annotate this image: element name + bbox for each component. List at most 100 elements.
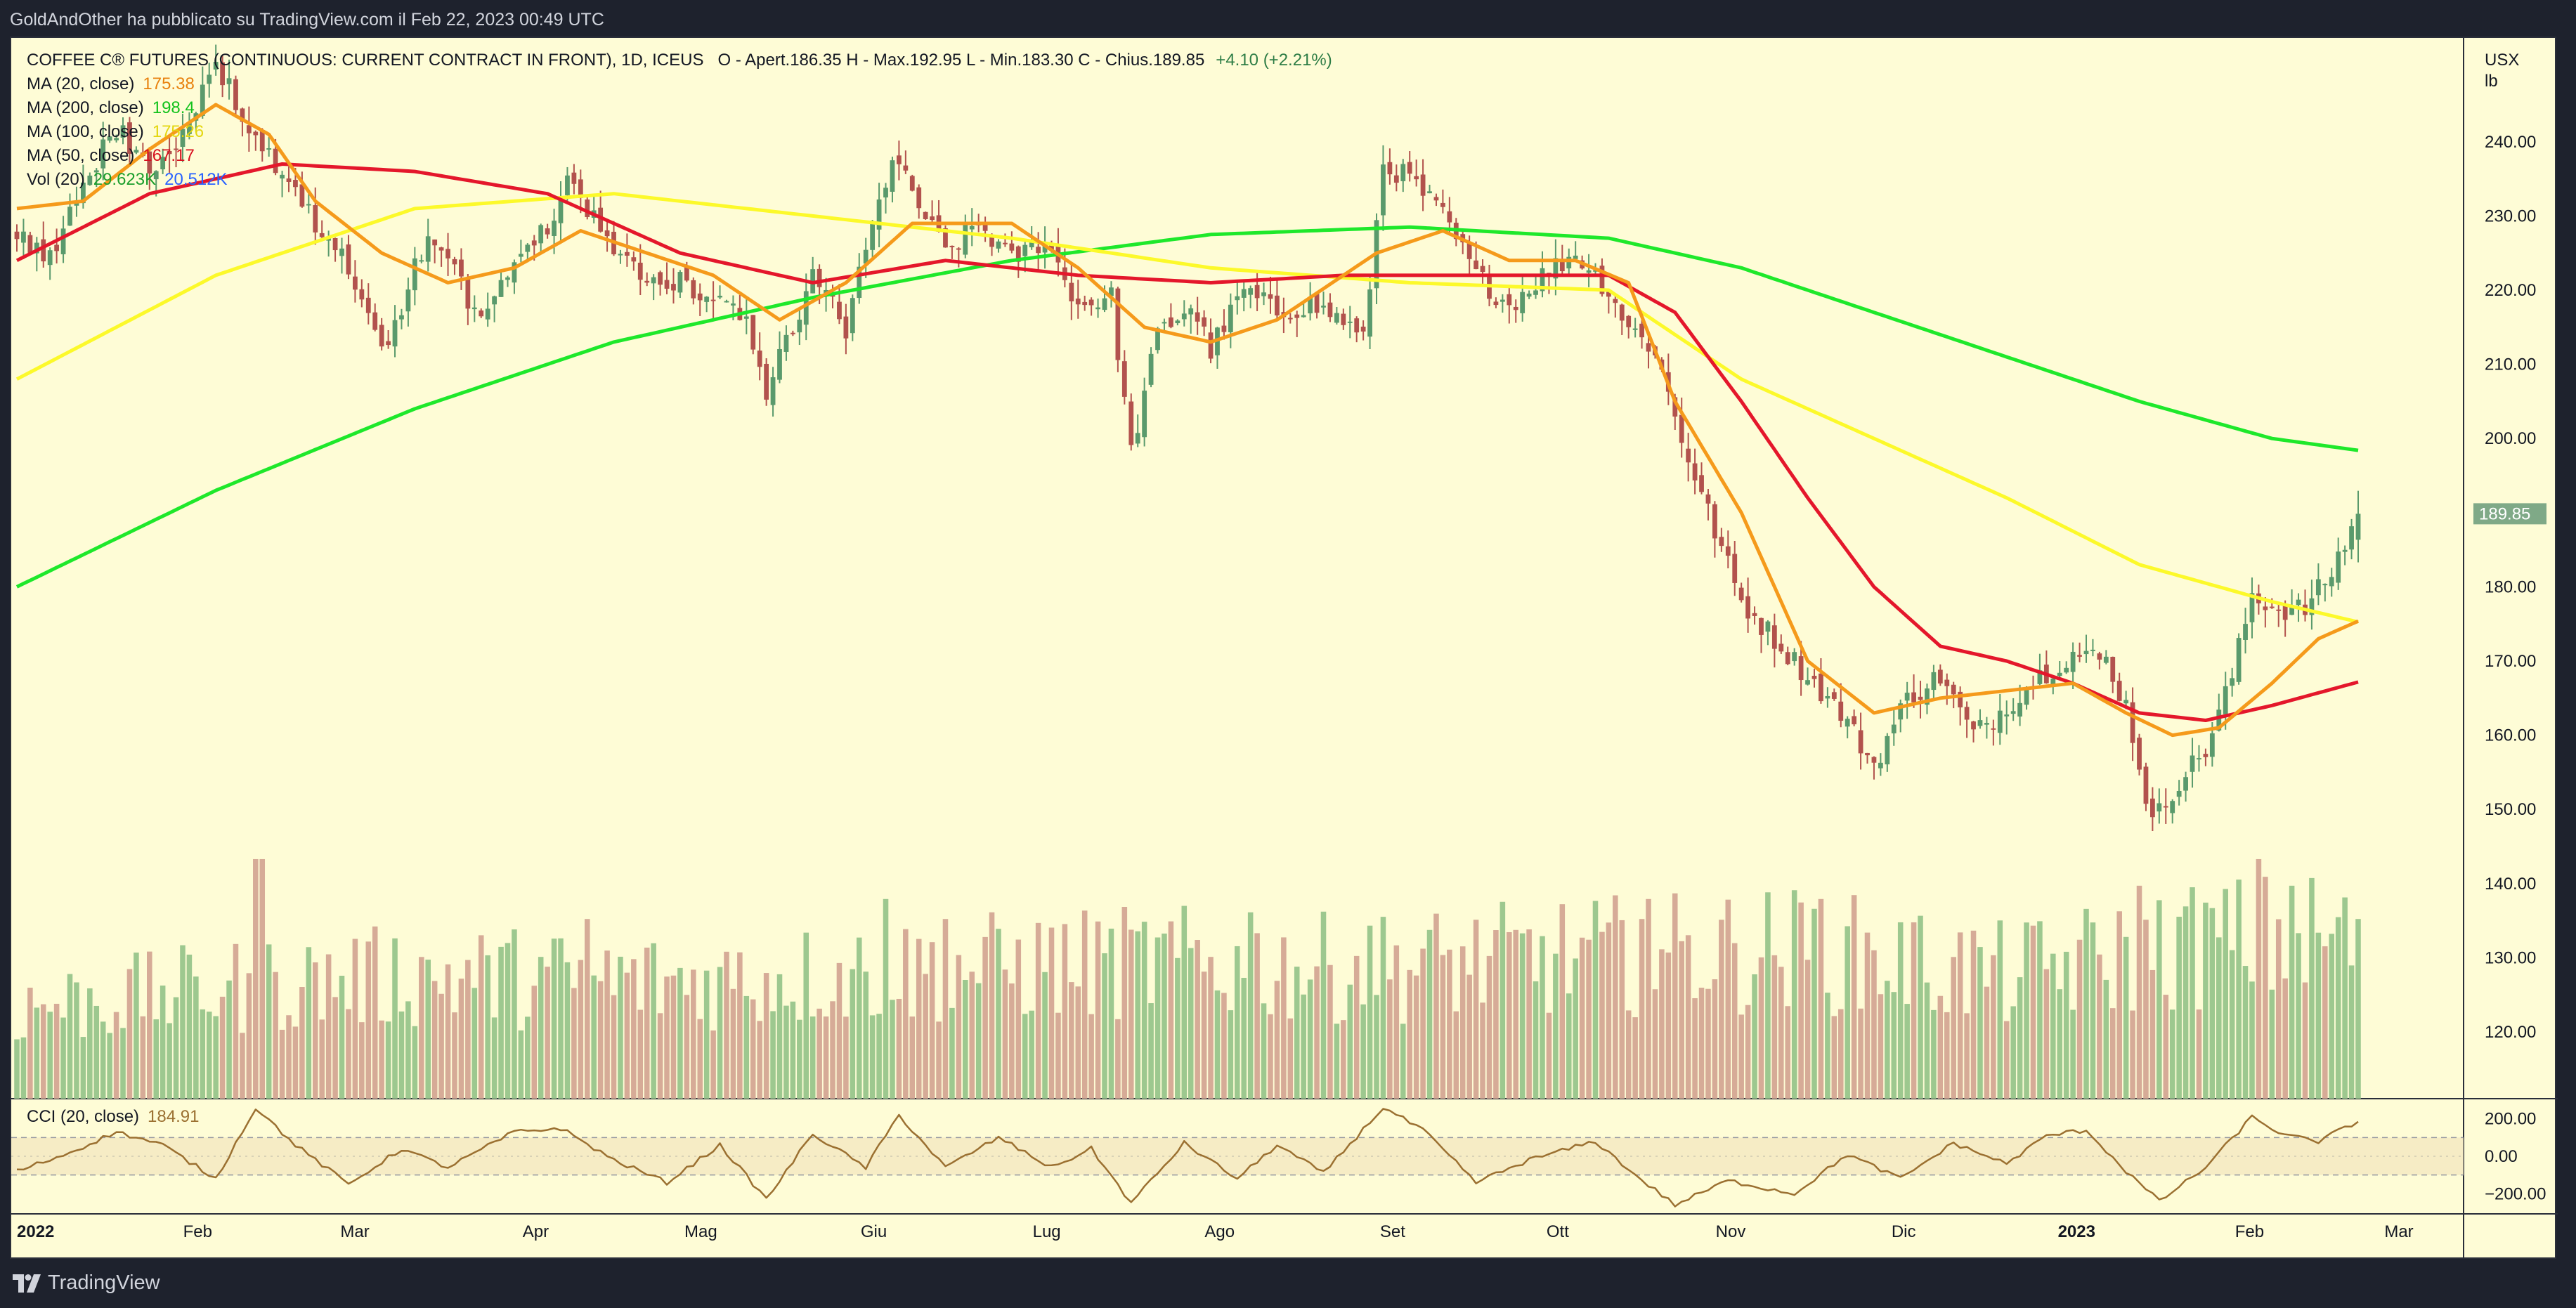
candle-body [2050, 678, 2056, 685]
candle [2097, 651, 2102, 670]
volume-bar [2315, 932, 2322, 1099]
candle [916, 184, 922, 219]
price-tick-label: 160.00 [2485, 726, 2536, 745]
candle [1354, 316, 1360, 343]
candle-body [1918, 696, 1923, 700]
volume-bar [1725, 899, 1731, 1099]
volume-bar [1208, 957, 1214, 1099]
candle [1393, 164, 1399, 192]
candle-body [87, 176, 93, 185]
candle [14, 224, 20, 252]
volume-bar [783, 1005, 789, 1099]
candle-body [1798, 656, 1804, 681]
candle-body [863, 249, 869, 264]
candle [671, 268, 676, 304]
volume-bar [2163, 995, 2169, 1099]
volume-bar [1095, 921, 1101, 1099]
candle [359, 279, 365, 308]
volume-bar [2169, 1009, 2175, 1099]
volume-bar [1447, 949, 1452, 1099]
legend-volume[interactable]: Vol (20) 29.623K 20.512K [27, 170, 228, 189]
candle [1228, 293, 1233, 348]
candle-body [286, 178, 292, 182]
candle-body [1474, 260, 1478, 270]
legend-ma200[interactable]: MA (200, close) 198.4 [27, 98, 195, 117]
candle [259, 128, 265, 162]
volume-bar [153, 1019, 159, 1099]
candle-body [1334, 313, 1339, 323]
candle [1771, 613, 1777, 668]
candle-body [220, 62, 226, 86]
volume-bar [1281, 937, 1287, 1099]
candle-body [2037, 670, 2043, 684]
candle [691, 277, 696, 305]
candle-body [1937, 669, 1943, 684]
volume-bar [584, 919, 590, 1099]
candle-body [1354, 318, 1360, 333]
candle [1347, 306, 1353, 339]
candle [1235, 282, 1240, 315]
candle-body [47, 250, 53, 266]
candle [909, 174, 915, 192]
volume-bar [1459, 946, 1466, 1099]
candle-body [299, 184, 305, 207]
candle [100, 122, 106, 181]
candle-body [1997, 710, 2003, 733]
time-tick-label: Feb [183, 1222, 212, 1241]
candle-body [1275, 295, 1280, 316]
candle-body [1619, 304, 1625, 321]
candle-body [890, 160, 895, 192]
candle-body [1387, 162, 1393, 175]
candle [180, 113, 186, 162]
legend-ma20[interactable]: MA (20, close) 175.38 [27, 74, 195, 93]
candle [565, 166, 570, 201]
candle [1148, 347, 1154, 388]
chart-frame[interactable]: 120.00 130.00 140.00 150.00 160.00 170.00 180.… [10, 37, 2558, 1260]
volume-bar [339, 976, 345, 1099]
candle-body [1102, 298, 1107, 310]
volume-bar [936, 1021, 942, 1099]
candle [2043, 650, 2049, 684]
candle-body [1128, 401, 1134, 445]
candle-body [2236, 638, 2242, 682]
volume-bar [1466, 974, 1472, 1099]
volume-bar [1268, 1014, 1273, 1099]
candle-body [107, 136, 112, 141]
candle-body [1911, 692, 1916, 702]
price-chart[interactable]: 120.00 130.00 140.00 150.00 160.00 170.00 180.… [11, 38, 2558, 1260]
volume-bar [1055, 1012, 1061, 1099]
candle-body [2149, 798, 2155, 818]
candle-body [1686, 448, 1691, 463]
volume-bar [2322, 946, 2328, 1099]
volume-bar [147, 951, 152, 1099]
candle-body [1566, 256, 1572, 269]
volume-bar [27, 988, 33, 1099]
candle [1852, 709, 1857, 726]
volume-bar [1639, 919, 1645, 1099]
candle-body [824, 289, 828, 294]
candle-body [2190, 755, 2195, 772]
brand[interactable]: TradingView [13, 1271, 160, 1295]
candle [1725, 530, 1731, 569]
unit-line-2: lb [2485, 72, 2498, 91]
volume-bar [1705, 988, 1711, 1099]
candle-body [903, 165, 909, 171]
volume-bar [87, 988, 93, 1099]
volume-bar [2083, 908, 2089, 1099]
candle-body [1029, 241, 1034, 248]
legend-ma100[interactable]: MA (100, close) 175.26 [27, 122, 204, 141]
volume-bar [876, 1014, 882, 1099]
candle-body [916, 187, 922, 209]
candle [346, 235, 351, 280]
candle [432, 239, 438, 263]
volume-bar [2335, 917, 2341, 1099]
volume-bar [2302, 982, 2308, 1099]
candle-body [691, 280, 696, 299]
legend-cci[interactable]: CCI (20, close) 184.91 [27, 1107, 199, 1126]
candle [233, 75, 238, 118]
candle-body [558, 200, 564, 223]
volume-bar [2236, 879, 2242, 1099]
legend-ma50[interactable]: MA (50, close) 167.17 [27, 146, 195, 165]
candle [982, 216, 988, 242]
candle [1142, 377, 1147, 447]
